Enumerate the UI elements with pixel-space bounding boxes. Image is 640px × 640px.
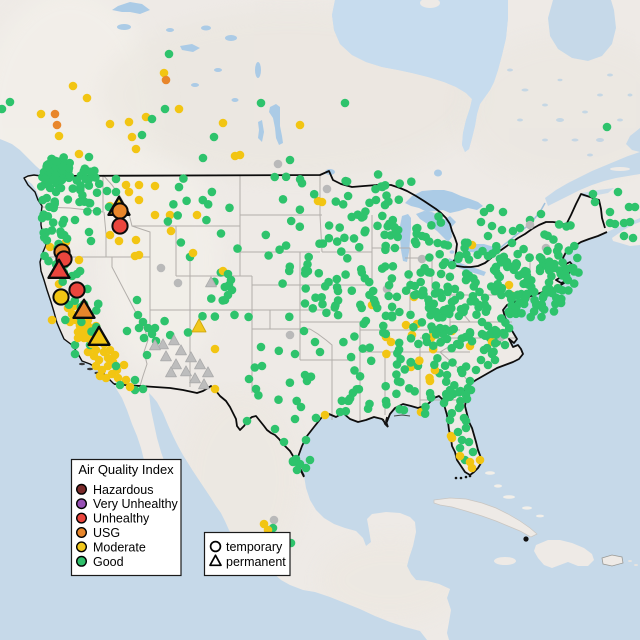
svg-text:Good: Good [93,555,124,569]
svg-text:Moderate: Moderate [93,540,146,554]
svg-text:permanent: permanent [226,555,286,569]
svg-text:Unhealthy: Unhealthy [93,512,150,526]
svg-text:USG: USG [93,526,120,540]
svg-text:Air Quality Index: Air Quality Index [78,462,174,477]
svg-text:Hazardous: Hazardous [93,483,153,497]
svg-text:temporary: temporary [226,540,283,554]
svg-text:Very Unhealthy: Very Unhealthy [93,497,179,511]
